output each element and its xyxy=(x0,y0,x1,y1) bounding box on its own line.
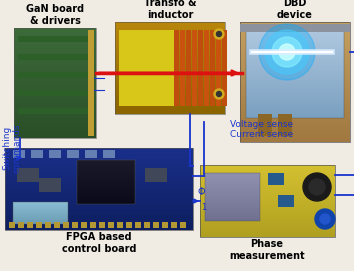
Circle shape xyxy=(259,24,315,80)
Text: Transfo &
inductor: Transfo & inductor xyxy=(144,0,196,20)
Bar xyxy=(240,22,350,142)
Text: FPGA based
control board: FPGA based control board xyxy=(62,232,136,254)
Circle shape xyxy=(309,179,325,195)
Bar xyxy=(200,165,335,237)
Circle shape xyxy=(265,30,309,74)
Circle shape xyxy=(303,173,331,201)
Circle shape xyxy=(315,209,335,229)
Text: GaN board
& drivers: GaN board & drivers xyxy=(26,4,84,26)
Bar xyxy=(5,148,193,230)
Circle shape xyxy=(214,89,224,99)
Circle shape xyxy=(320,214,330,224)
Text: Φ: Φ xyxy=(197,187,205,197)
Text: 1: 1 xyxy=(201,203,206,212)
Text: Switching
commands: Switching commands xyxy=(2,123,22,173)
Text: Phase
measurement: Phase measurement xyxy=(229,239,305,261)
Bar xyxy=(205,173,260,221)
Bar xyxy=(77,160,135,204)
Circle shape xyxy=(217,31,222,37)
Circle shape xyxy=(279,44,295,60)
Bar xyxy=(14,28,96,138)
Circle shape xyxy=(214,29,224,39)
Bar xyxy=(246,28,344,118)
Text: Voltage sense: Voltage sense xyxy=(230,120,293,129)
Text: DBD
device: DBD device xyxy=(277,0,313,20)
Circle shape xyxy=(217,92,222,96)
Text: Current sense: Current sense xyxy=(230,130,293,139)
Bar xyxy=(115,22,225,114)
Circle shape xyxy=(272,37,302,67)
Bar xyxy=(13,202,68,224)
